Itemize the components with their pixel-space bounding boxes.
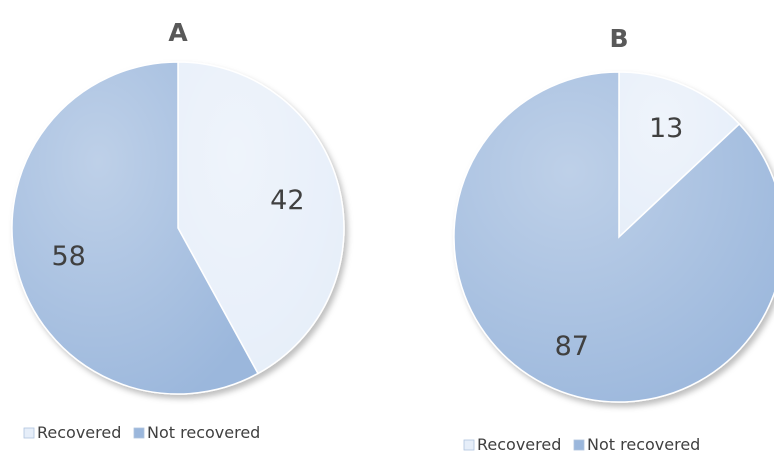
chart-b-legend-swatch-1 xyxy=(573,439,585,451)
chart-a-title: A xyxy=(168,18,188,47)
chart-b-slice-highlight-0 xyxy=(619,72,740,237)
chart-b-legend-label-1: Not recovered xyxy=(587,435,700,454)
chart-b-legend: Recovered Not recovered xyxy=(463,435,700,454)
chart-a-labels: 42 58 xyxy=(51,185,304,272)
chart-a-legend: Recovered Not recovered xyxy=(23,423,260,442)
chart-a-slice-highlight-1 xyxy=(11,62,258,394)
chart-a-data-label-1: 58 xyxy=(51,241,85,272)
chart-a-legend-swatch-0 xyxy=(23,427,35,439)
chart-b-data-label-0: 13 xyxy=(649,113,683,144)
chart-b-data-label-1: 87 xyxy=(555,331,589,362)
pie-chart-b: B 13 87 Recovered Not recovered xyxy=(453,24,774,454)
chart-a-legend-label-1: Not recovered xyxy=(147,423,260,442)
chart-b-slice-highlight-1 xyxy=(454,72,774,402)
pie-chart-a: A 42 58 Recovered Not recovered xyxy=(11,18,345,442)
chart-a-slice-highlight-0 xyxy=(178,62,344,374)
chart-a-legend-label-0: Recovered xyxy=(37,423,121,442)
chart-b-title: B xyxy=(609,24,628,53)
chart-a-legend-swatch-1 xyxy=(133,427,145,439)
chart-b-slices xyxy=(453,71,774,403)
chart-a-data-label-0: 42 xyxy=(270,185,304,216)
chart-a-slices xyxy=(11,61,345,395)
chart-b-labels: 13 87 xyxy=(555,113,684,362)
chart-b-legend-swatch-0 xyxy=(463,439,475,451)
chart-b-legend-label-0: Recovered xyxy=(477,435,561,454)
